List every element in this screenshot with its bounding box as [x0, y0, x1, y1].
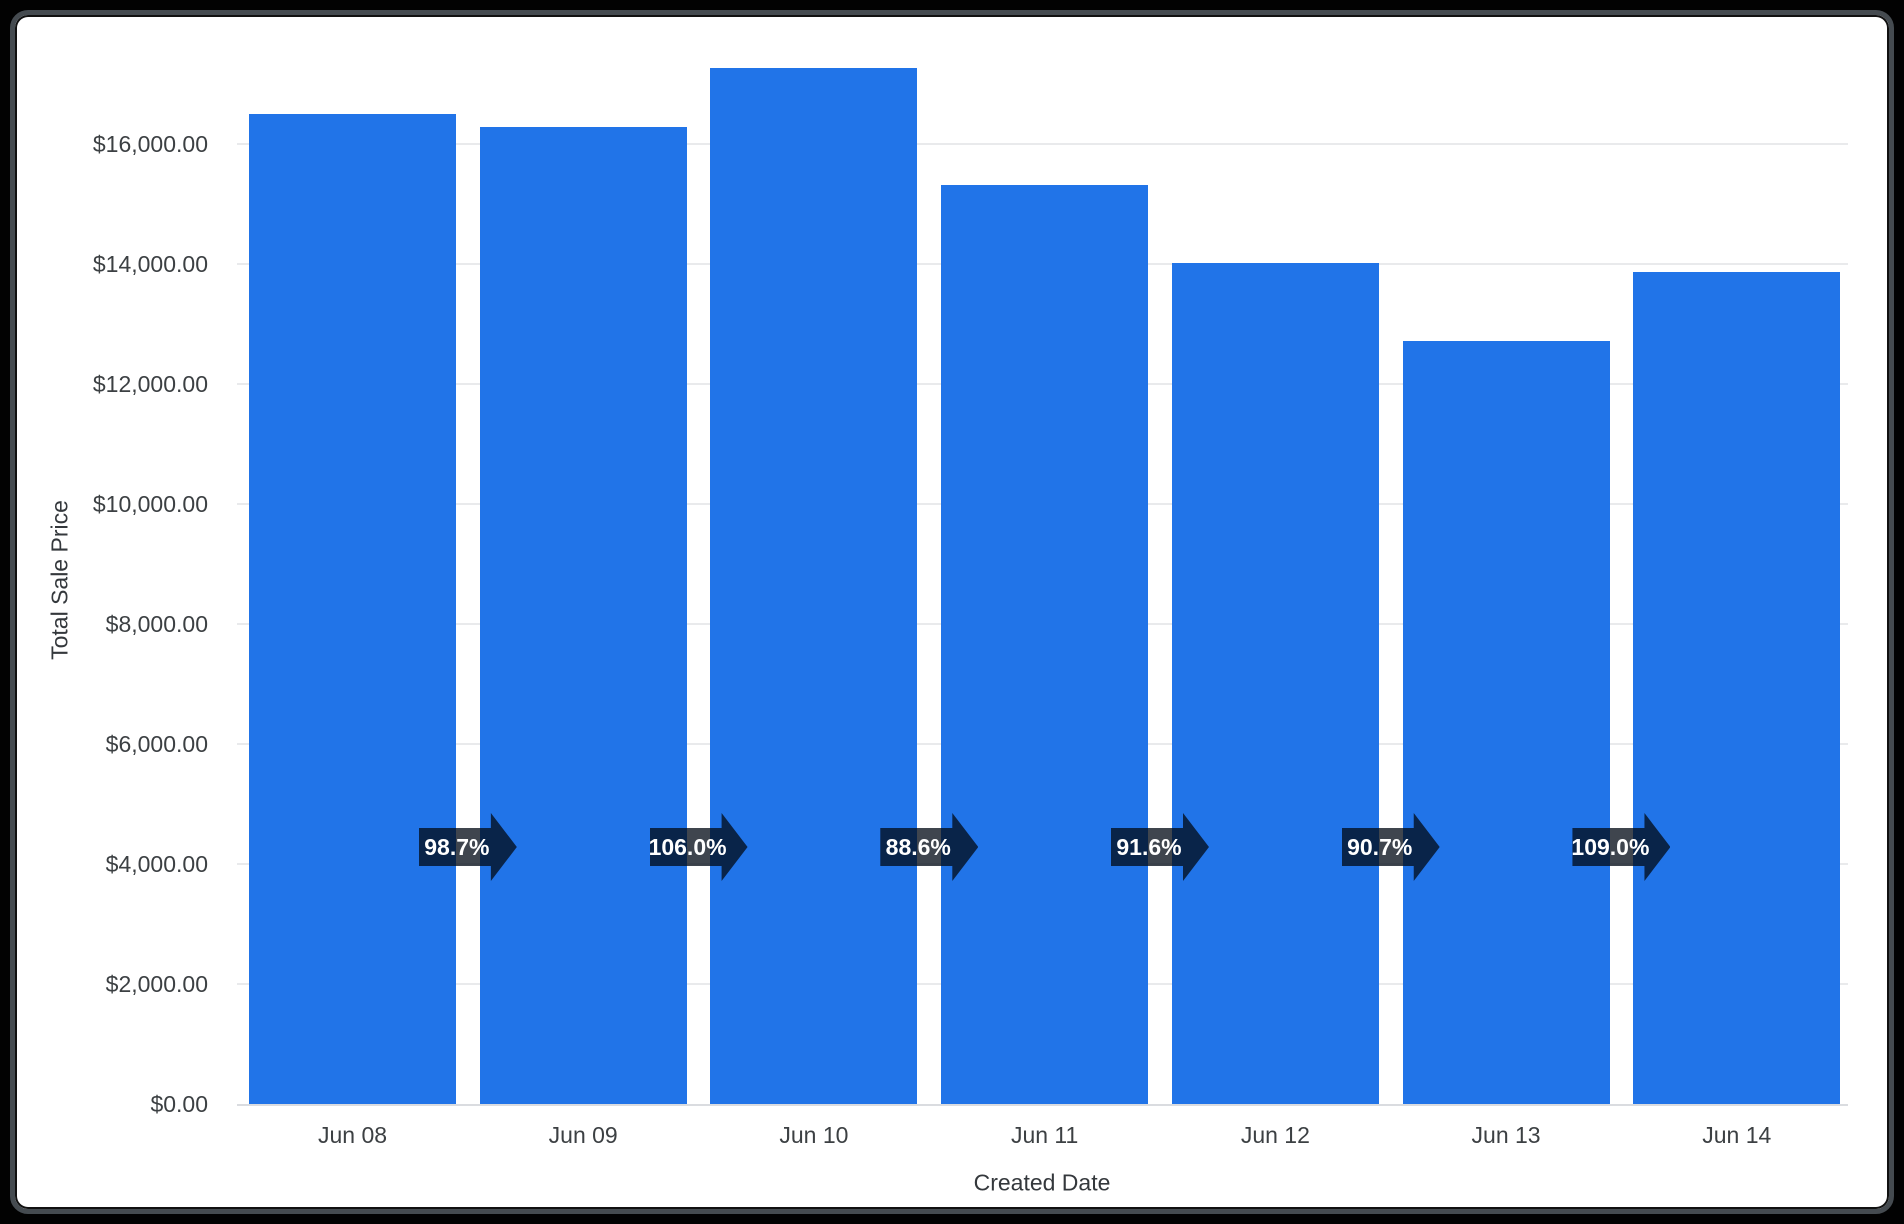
percent-change-badge: 90.7% [1341, 813, 1440, 881]
percent-change-badge: 106.0% [648, 813, 748, 881]
x-axis-tick-label: Jun 12 [1240, 1122, 1310, 1148]
y-axis-tick-label: $4,000.00 [105, 851, 208, 877]
x-axis-tick-label: Jun 11 [1010, 1122, 1079, 1148]
bar-jun-10[interactable] [710, 67, 918, 1104]
percent-change-badge: 91.6% [1110, 813, 1209, 881]
y-axis-tick-label: $10,000.00 [92, 491, 208, 517]
percent-change-label: 91.6% [1116, 833, 1182, 860]
x-axis-tick-label: Jun 10 [779, 1122, 849, 1148]
percent-change-label: 98.7% [424, 833, 490, 860]
bar-jun-11[interactable] [941, 185, 1149, 1104]
y-axis-tick-label: $2,000.00 [105, 971, 208, 997]
percent-change-label: 106.0% [648, 833, 727, 860]
percent-change-badge: 88.6% [880, 813, 979, 881]
x-axis-tick-label: Jun 14 [1702, 1122, 1772, 1148]
bar-jun-09[interactable] [479, 126, 687, 1104]
bar-jun-12[interactable] [1171, 262, 1379, 1104]
x-axis-tick-label: Jun 08 [317, 1122, 388, 1148]
x-axis-line [237, 1104, 1848, 1106]
bar-jun-14[interactable] [1633, 272, 1841, 1104]
y-axis-tick-label: $8,000.00 [105, 611, 208, 637]
bar-jun-13[interactable] [1402, 341, 1610, 1104]
x-axis-title: Created Date [973, 1169, 1111, 1196]
percent-change-badge: 98.7% [418, 813, 517, 881]
percent-change-label: 109.0% [1571, 833, 1650, 860]
percent-change-badge: 109.0% [1571, 813, 1671, 881]
y-axis-tick-label: $0.00 [150, 1091, 208, 1117]
y-axis-tick-label: $16,000.00 [92, 131, 208, 157]
y-axis-tick-label: $14,000.00 [92, 251, 208, 277]
y-gridline [237, 143, 1848, 145]
x-axis-tick-label: Jun 09 [548, 1122, 618, 1148]
x-axis-tick-label: Jun 13 [1471, 1122, 1541, 1148]
y-axis-tick-label: $6,000.00 [105, 731, 208, 757]
percent-change-label: 90.7% [1347, 833, 1413, 860]
bar-jun-08[interactable] [249, 114, 456, 1104]
percent-change-label: 88.6% [885, 833, 951, 860]
y-axis-tick-label: $12,000.00 [92, 371, 208, 397]
